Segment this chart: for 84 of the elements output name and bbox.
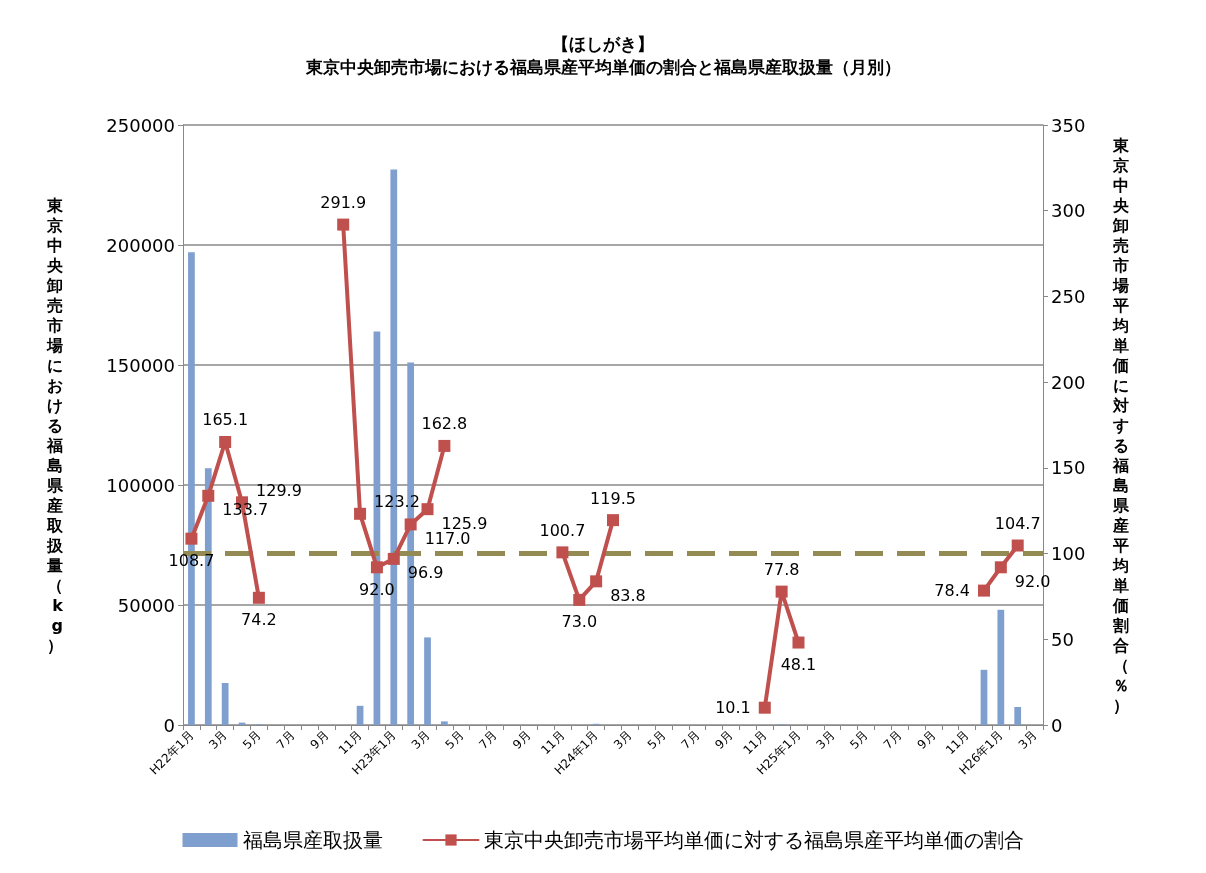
y2-tick-label: 300 [1051, 200, 1086, 222]
x-tick-label: 3月 [408, 728, 433, 752]
x-tick-label: 5月 [644, 728, 669, 752]
legend-label: 福島県産取扱量 [242, 828, 383, 852]
point [607, 514, 619, 527]
data-label: 100.7 [539, 520, 586, 540]
point [354, 507, 367, 520]
chart-subtitle: 東京中央卸売市場における福島県産平均単価の割合と福島県産取扱量（月別） [304, 56, 901, 77]
point [556, 546, 569, 559]
point [977, 584, 990, 597]
y2-tick-label: 100 [1051, 543, 1086, 565]
point [590, 575, 603, 588]
x-tick-label: 7月 [678, 728, 703, 752]
x-tick-label: 11月 [538, 728, 568, 758]
x-tick-label: 5月 [240, 728, 264, 752]
x-tick-label: 3月 [611, 728, 635, 752]
y2-tick-label: 250 [1051, 285, 1086, 307]
data-label: 48.1 [780, 655, 817, 675]
bar [997, 609, 1005, 725]
x-tick-label: 7月 [476, 728, 500, 752]
y2-tick-label: 200 [1051, 371, 1086, 393]
data-label: 165.1 [202, 410, 249, 430]
data-label: 77.8 [763, 560, 800, 580]
x-tick-label: 3月 [1015, 728, 1040, 752]
x-tick-label: 7月 [880, 728, 905, 752]
point [337, 218, 350, 231]
bar [1014, 707, 1022, 725]
legend-label: 東京中央卸売市場平均単価に対する福島県産平均単価の割合 [483, 828, 1024, 852]
point [219, 435, 232, 448]
data-label: 108.7 [168, 551, 215, 571]
x-tick-label: 7月 [273, 728, 298, 752]
y-tick-label: 0 [163, 714, 175, 736]
bar [424, 637, 431, 725]
point [775, 585, 788, 598]
data-label: 92.0 [1014, 571, 1051, 591]
y2-tick-label: 150 [1051, 457, 1086, 479]
y-tick-label: 250000 [106, 114, 175, 136]
data-label: 162.8 [421, 414, 468, 434]
point [1011, 539, 1024, 552]
x-tick-label: 9月 [914, 728, 939, 752]
text: 東京中央卸売市場における福島県産取扱量（kg） [47, 195, 63, 655]
point [404, 518, 417, 531]
x-tick-label: 9月 [509, 728, 534, 752]
data-label: 92.0 [359, 579, 395, 599]
data-label: 123.2 [374, 492, 420, 512]
point [758, 701, 771, 714]
point [994, 561, 1007, 574]
data-label: 78.4 [934, 581, 970, 601]
y2-tick-label: 0 [1051, 714, 1063, 736]
point [421, 503, 434, 516]
x-tick-label: 3月 [206, 728, 231, 752]
point [185, 532, 198, 545]
data-label: 104.7 [994, 514, 1041, 534]
y-tick-label: 50000 [117, 594, 175, 616]
bar [441, 721, 448, 725]
chart-title: 【ほしがき】 [552, 33, 654, 54]
point [252, 591, 265, 604]
data-label: 119.5 [590, 488, 636, 508]
point [387, 552, 400, 565]
y-tick-label: 100000 [106, 474, 175, 496]
data-label: 10.1 [715, 698, 751, 718]
x-tick-label: 3月 [813, 728, 838, 752]
x-tick-label: 9月 [712, 728, 736, 752]
data-label: 291.9 [320, 193, 367, 213]
point [573, 593, 586, 606]
text: 東京中央卸売市場平均単価に対する福島県産平均単価割合（％） [1113, 135, 1129, 715]
y-tick-label: 150000 [106, 354, 175, 376]
y2-tick-label: 50 [1051, 628, 1074, 650]
point [202, 489, 215, 502]
data-label: 96.9 [407, 563, 444, 583]
point [370, 561, 383, 574]
data-label: 83.8 [610, 585, 646, 605]
bar [221, 683, 229, 725]
y2-tick-label: 350 [1051, 114, 1086, 136]
x-tick-label: 11月 [942, 728, 973, 758]
data-label: 129.9 [256, 480, 302, 500]
point [792, 636, 805, 649]
point [438, 439, 451, 452]
y-tick-label: 200000 [106, 234, 175, 256]
x-tick-label: 5月 [847, 728, 871, 752]
x-tick-label: 9月 [307, 728, 332, 752]
x-tick-label: 5月 [442, 728, 467, 752]
data-label: 73.0 [561, 612, 598, 632]
data-label: 74.2 [241, 610, 277, 630]
